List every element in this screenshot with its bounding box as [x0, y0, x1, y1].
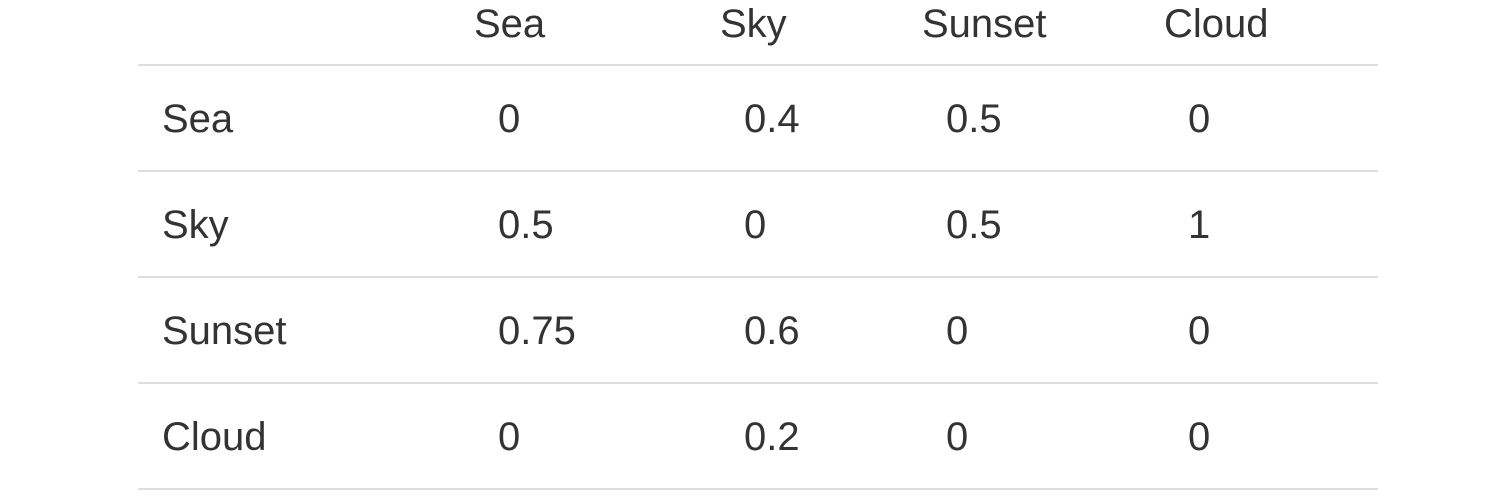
column-header-sky: Sky	[720, 2, 787, 46]
table-cell: 0.5	[498, 203, 554, 247]
table-cell: 0	[498, 97, 521, 141]
table-header-row: Sea Sky Sunset Cloud	[138, 0, 1378, 66]
table-cell: 0	[744, 203, 767, 247]
table-cell: 0.5	[946, 203, 1002, 247]
table-cell: 0	[498, 415, 521, 459]
table-cell: 0.4	[744, 97, 800, 141]
row-label: Cloud	[162, 415, 267, 459]
row-label: Sea	[162, 97, 234, 141]
table-cell: 0	[1188, 415, 1211, 459]
transition-matrix-table: Sea Sky Sunset Cloud Sea 0 0.4 0.5 0 Sky…	[138, 0, 1378, 490]
table-cell: 0.6	[744, 309, 800, 353]
table-cell: 0.75	[498, 309, 576, 353]
row-label: Sky	[162, 203, 229, 247]
row-label: Sunset	[162, 309, 287, 353]
column-header-sea: Sea	[474, 2, 546, 46]
table-cell: 0	[1188, 309, 1211, 353]
column-header-cloud: Cloud	[1164, 2, 1269, 46]
column-header-sunset: Sunset	[922, 2, 1047, 46]
table-row: Cloud 0 0.2 0 0	[138, 384, 1378, 490]
table-cell: 1	[1188, 203, 1211, 247]
table-row: Sunset 0.75 0.6 0 0	[138, 278, 1378, 384]
table-cell: 0.2	[744, 415, 800, 459]
table-cell: 0.5	[946, 97, 1002, 141]
table-cell: 0	[1188, 97, 1211, 141]
table-cell: 0	[946, 415, 969, 459]
table-row: Sky 0.5 0 0.5 1	[138, 172, 1378, 278]
table-row: Sea 0 0.4 0.5 0	[138, 66, 1378, 172]
table-cell: 0	[946, 309, 969, 353]
